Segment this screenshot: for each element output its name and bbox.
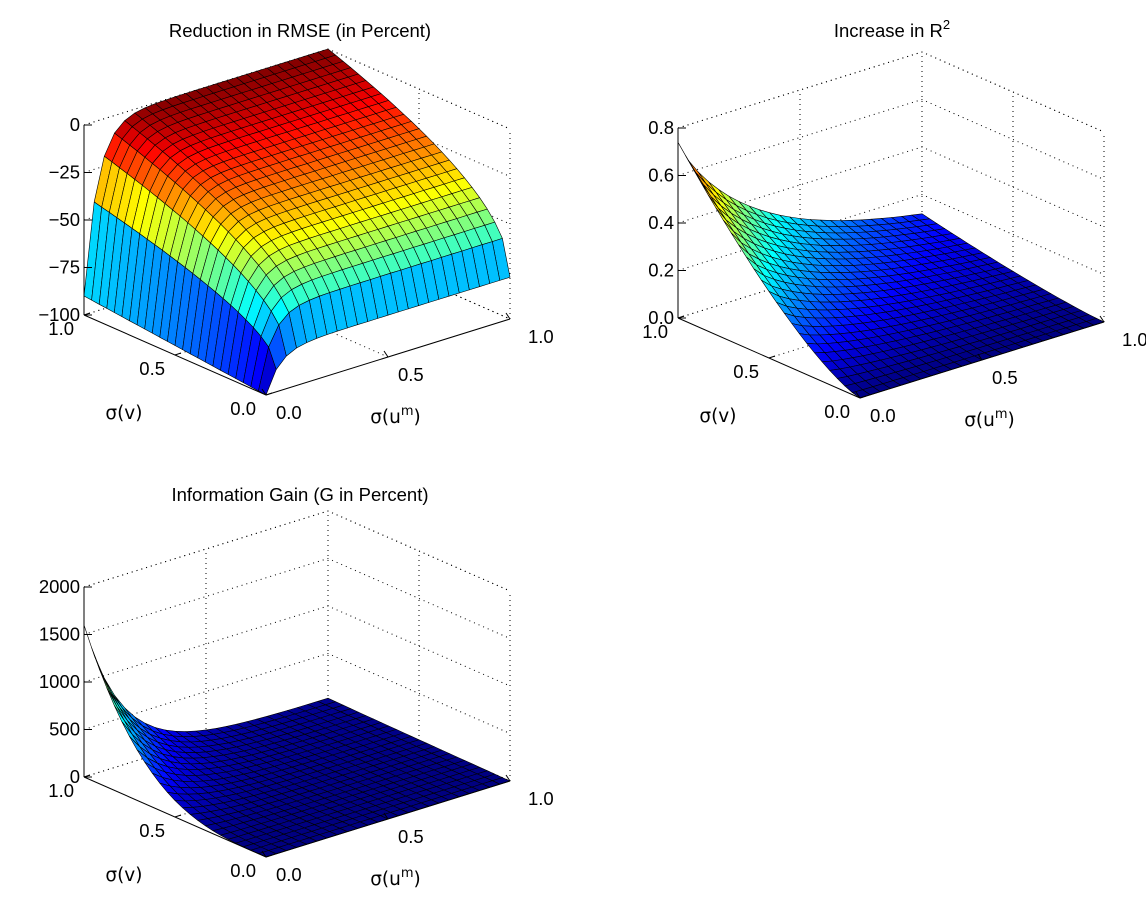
z-tick-label: −50 <box>49 209 80 230</box>
sigma-v-tick-label: 0.0 <box>230 860 256 881</box>
sigma-v-tick <box>174 814 182 818</box>
sigma-v-tick-label: 0.0 <box>824 401 850 422</box>
chart-title: Information Gain (G in Percent) <box>171 484 428 505</box>
z-tick-label: 500 <box>49 719 80 740</box>
sigma-um-tick-label: 0.5 <box>992 367 1018 388</box>
sigma-v-tick-label: 0.0 <box>230 398 256 419</box>
chart-title: Increase in R2 <box>834 17 950 41</box>
sigma-um-tick <box>261 850 267 858</box>
sigma-v-tick <box>83 774 91 778</box>
sigma-um-tick-label: 1.0 <box>1122 329 1146 350</box>
grid-line <box>83 510 511 592</box>
sigma-v-tick <box>768 355 776 359</box>
sigma-v-label: σ(v) <box>699 406 736 427</box>
surface-plot-2: 0.80.60.40.20.01.00.50.0 0.00.51.0σ(v) σ(u… <box>642 17 1146 431</box>
grid-line <box>677 146 1105 228</box>
sigma-v-label: σ(v) <box>105 865 142 886</box>
sigma-um-tick <box>261 388 267 396</box>
sigma-v-tick <box>677 315 685 319</box>
sigma-v-tick-label: 0.5 <box>139 358 165 379</box>
z-tick-label: −100 <box>38 304 80 325</box>
z-tick-label: 1500 <box>39 624 80 645</box>
grid-line <box>83 557 511 639</box>
sigma-um-label: σ(um) <box>370 866 421 890</box>
z-tick-label: 0.8 <box>648 117 674 138</box>
surface-facet <box>687 159 707 184</box>
grid-line <box>677 98 1105 180</box>
sigma-um-tick-label: 0.5 <box>398 364 424 385</box>
surface-mesh <box>677 142 1105 399</box>
z-tick-label: 0.0 <box>648 307 674 328</box>
surface-mesh <box>83 624 511 858</box>
surface-facet <box>101 673 120 708</box>
sigma-um-tick-label: 0.0 <box>276 402 302 423</box>
sigma-um-label: σ(um) <box>964 407 1015 431</box>
sigma-um-tick <box>977 353 983 361</box>
sigma-v-tick-label: 1.0 <box>642 321 668 342</box>
sigma-um-tick-label: 0.0 <box>276 864 302 885</box>
sigma-v-tick <box>265 854 273 858</box>
sigma-um-tick <box>383 812 389 820</box>
surface-mesh <box>83 48 511 396</box>
z-tick-label: 0.2 <box>648 260 674 281</box>
z-tick-label: 1000 <box>39 671 80 692</box>
sigma-um-tick-label: 1.0 <box>528 788 554 809</box>
sigma-um-tick <box>383 350 389 358</box>
z-tick-label: 0 <box>70 766 80 787</box>
grid-line <box>677 51 1105 133</box>
sigma-v-tick-label: 0.5 <box>733 361 759 382</box>
sigma-um-tick-label: 1.0 <box>528 326 554 347</box>
sigma-um-tick <box>505 312 511 320</box>
grid-line <box>83 652 511 734</box>
grid-line <box>677 51 1105 133</box>
sigma-v-tick-label: 0.5 <box>139 820 165 841</box>
z-tick-label: 0.4 <box>648 212 674 233</box>
sigma-um-tick-label: 0.5 <box>398 826 424 847</box>
grid-line <box>83 510 511 592</box>
surface-facet <box>109 690 128 721</box>
sigma-um-tick <box>855 391 861 399</box>
z-tick-label: 0 <box>70 114 80 135</box>
grid-line <box>83 605 511 687</box>
sigma-um-tick-label: 0.0 <box>870 405 896 426</box>
sigma-v-tick-label: 1.0 <box>48 780 74 801</box>
grid-line <box>327 238 511 320</box>
z-tick-label: 0.6 <box>648 165 674 186</box>
sigma-um-tick <box>505 774 511 782</box>
sigma-um-label: σ(um) <box>370 404 421 428</box>
axes: 0.80.60.40.20.01.00.50.0 0.00.51.0σ(v) σ(u… <box>642 117 1146 431</box>
sigma-um-tick <box>1099 315 1105 323</box>
z-tick-label: −75 <box>49 257 80 278</box>
sigma-v-label: σ(v) <box>105 403 142 424</box>
z-tick-label: −25 <box>49 162 80 183</box>
chart-title: Reduction in RMSE (in Percent) <box>169 20 431 41</box>
sigma-v-tick <box>859 395 867 399</box>
sigma-v-tick <box>265 392 273 396</box>
sigma-v-tick-label: 1.0 <box>48 318 74 339</box>
sigma-v-tick <box>174 352 182 356</box>
sigma-v-tick <box>83 312 91 316</box>
z-tick-label: 2000 <box>39 576 80 597</box>
